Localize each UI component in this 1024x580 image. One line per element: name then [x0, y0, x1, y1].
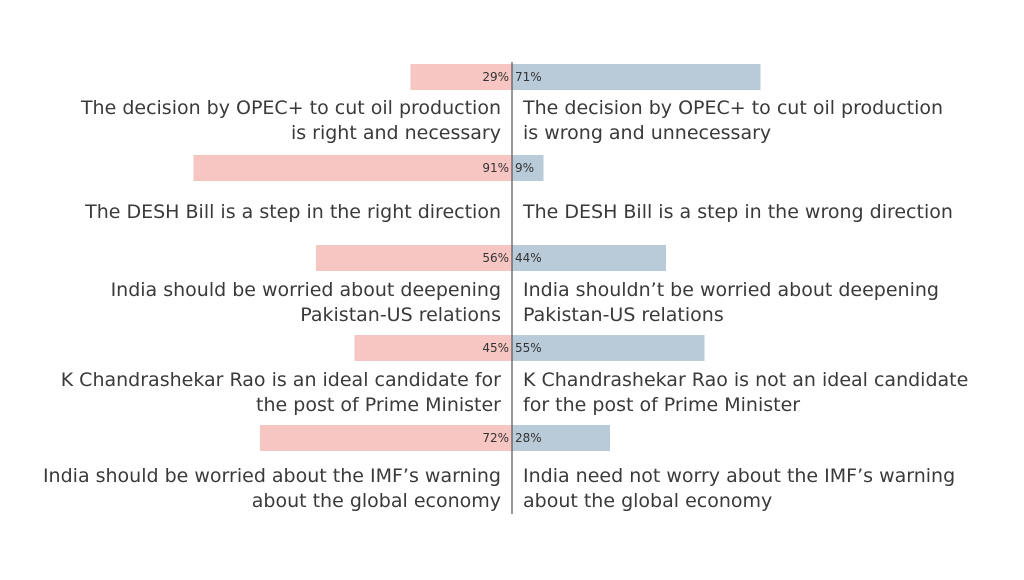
value-label-left-4: 45% [482, 341, 509, 355]
value-label-left-5: 72% [482, 431, 509, 445]
bar-right-4 [512, 335, 705, 361]
statement-left-4: K Chandrashekar Rao is an ideal candidat… [60, 369, 501, 416]
statement-right-3: India shouldn’t be worried about deepeni… [523, 279, 939, 326]
value-label-right-1: 71% [515, 70, 542, 84]
statement-right-4: K Chandrashekar Rao is not an ideal cand… [523, 369, 969, 416]
statement-right-5: India need not worry about the IMF’s war… [523, 465, 956, 512]
bar-left-1 [410, 64, 512, 90]
value-label-right-2: 9% [515, 161, 535, 175]
value-label-right-4: 55% [515, 341, 542, 355]
bar-left-2 [193, 155, 512, 181]
bar-right-5 [512, 425, 610, 451]
bar-right-2 [512, 155, 544, 181]
value-label-left-3: 56% [482, 251, 509, 265]
bar-left-4 [354, 335, 512, 361]
bar-left-5 [260, 425, 512, 451]
statement-right-1: The decision by OPEC+ to cut oil product… [523, 97, 944, 144]
statement-left-2: The DESH Bill is a step in the right dir… [85, 201, 501, 223]
statement-left-5: India should be worried about the IMF’s … [42, 465, 501, 512]
bar-left-3 [316, 245, 512, 271]
value-label-right-3: 44% [515, 251, 542, 265]
statement-left-3: India should be worried about deepening … [110, 279, 501, 326]
bar-right-1 [512, 64, 761, 90]
statement-left-1: The decision by OPEC+ to cut oil product… [80, 97, 501, 144]
statement-right-2: The DESH Bill is a step in the wrong dir… [523, 201, 953, 223]
value-label-left-2: 91% [482, 161, 509, 175]
value-label-right-5: 28% [515, 431, 542, 445]
bar-right-3 [512, 245, 666, 271]
value-label-left-1: 29% [482, 70, 509, 84]
